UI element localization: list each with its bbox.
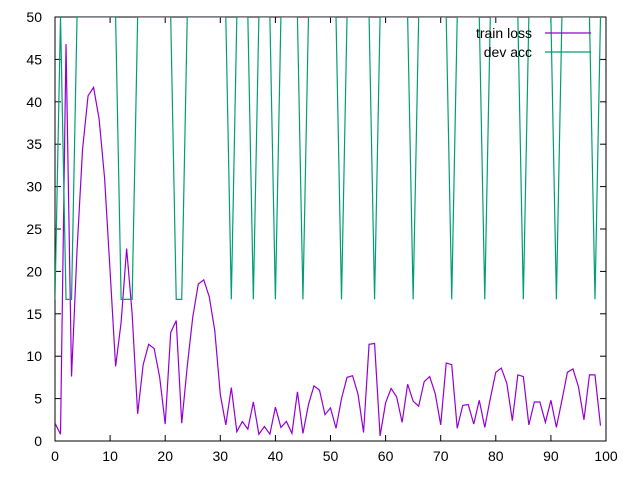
- y-tick-label: 45: [26, 51, 42, 67]
- x-tick-label: 70: [433, 448, 449, 464]
- y-axis-ticks: 0 5 10 15 20 25 30 35 40 45 50: [26, 9, 606, 449]
- legend-label: dev acc: [484, 44, 532, 60]
- x-tick-label: 30: [213, 448, 229, 464]
- y-tick-label: 30: [26, 179, 42, 195]
- x-tick-label: 50: [323, 448, 339, 464]
- x-tick-label: 40: [268, 448, 284, 464]
- x-tick-label: 20: [157, 448, 173, 464]
- x-tick-label: 0: [51, 448, 59, 464]
- x-axis-ticks: 0 10 20 30 40 50 60 70 80 90 100: [51, 17, 618, 464]
- y-tick-label: 10: [26, 348, 42, 364]
- series-line-train-loss: [55, 44, 602, 437]
- x-tick-label: 80: [488, 448, 504, 464]
- y-tick-label: 5: [34, 391, 42, 407]
- y-tick-label: 15: [26, 306, 42, 322]
- legend-label: train loss: [476, 25, 532, 41]
- series-layer: [55, 17, 602, 437]
- y-tick-label: 35: [26, 136, 42, 152]
- x-tick-label: 100: [594, 448, 618, 464]
- x-tick-label: 60: [378, 448, 394, 464]
- x-tick-label: 10: [102, 448, 118, 464]
- legend: train loss dev acc: [476, 25, 591, 60]
- y-tick-label: 50: [26, 9, 42, 25]
- y-tick-label: 20: [26, 263, 42, 279]
- series-line-dev-acc: [55, 17, 602, 300]
- y-tick-label: 25: [26, 221, 42, 237]
- y-tick-label: 40: [26, 94, 42, 110]
- y-tick-label: 0: [34, 433, 42, 449]
- x-tick-label: 90: [543, 448, 559, 464]
